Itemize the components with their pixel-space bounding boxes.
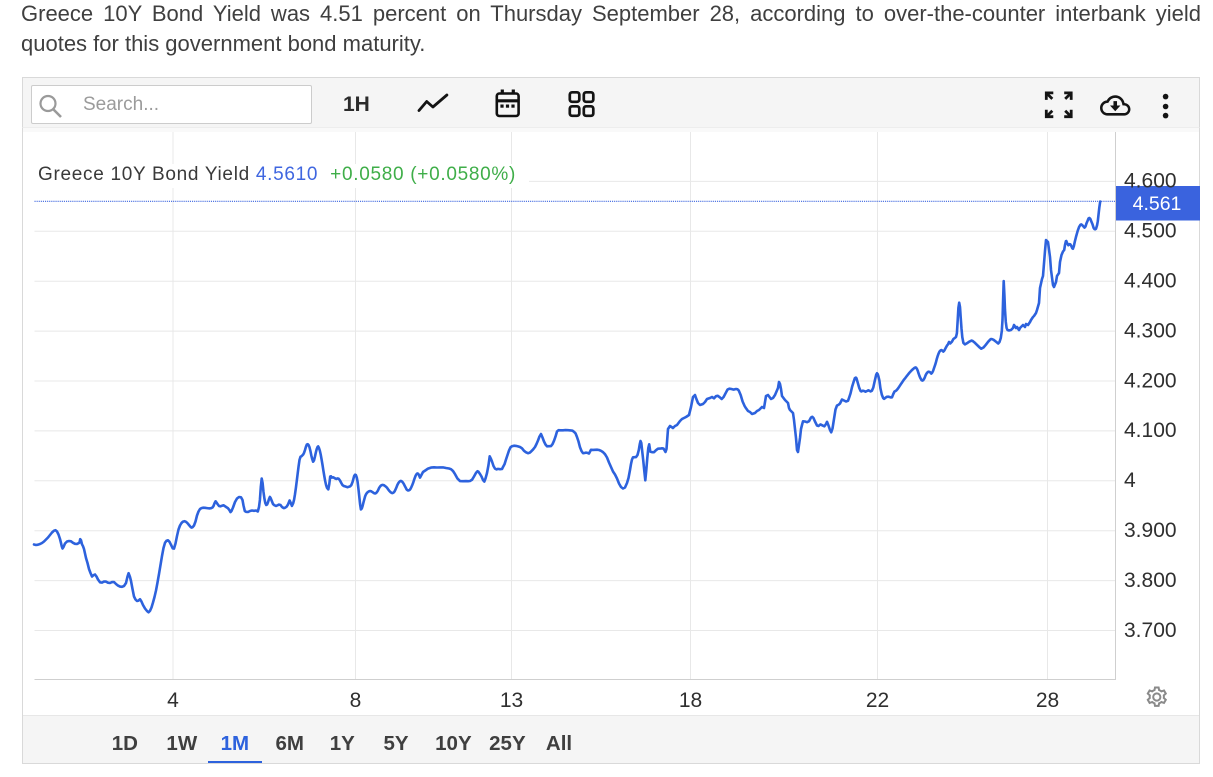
- svg-text:28: 28: [1036, 689, 1059, 712]
- svg-text:4.400: 4.400: [1124, 270, 1177, 293]
- svg-text:4.561: 4.561: [1133, 193, 1182, 215]
- svg-text:4.100: 4.100: [1124, 419, 1177, 442]
- svg-text:13: 13: [500, 689, 523, 712]
- svg-text:4.300: 4.300: [1124, 319, 1177, 342]
- svg-text:4: 4: [1124, 469, 1136, 492]
- svg-text:4.200: 4.200: [1124, 369, 1177, 392]
- svg-text:3.900: 3.900: [1124, 519, 1177, 542]
- svg-text:18: 18: [679, 689, 702, 712]
- svg-text:3.800: 3.800: [1124, 569, 1177, 592]
- svg-text:4.600: 4.600: [1124, 170, 1177, 193]
- svg-text:3.700: 3.700: [1124, 619, 1177, 642]
- svg-text:4: 4: [167, 689, 179, 712]
- svg-text:4.500: 4.500: [1124, 220, 1177, 243]
- svg-text:22: 22: [866, 689, 889, 712]
- svg-text:8: 8: [350, 689, 362, 712]
